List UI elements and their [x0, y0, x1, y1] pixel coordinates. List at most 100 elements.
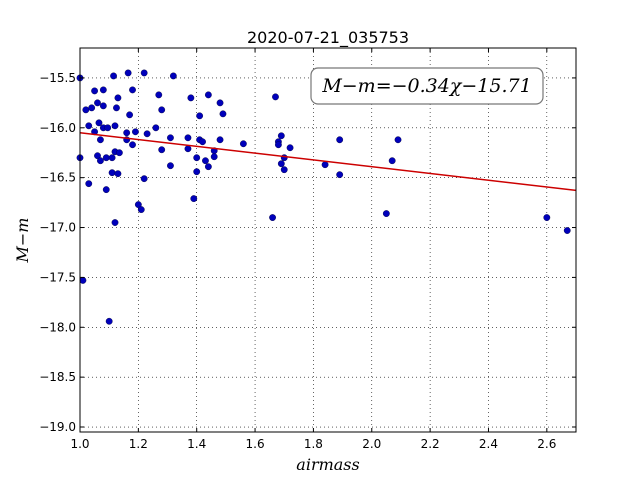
data-point [88, 104, 96, 112]
data-points [76, 69, 571, 325]
data-point [95, 119, 103, 127]
x-tick-label: 1.6 [246, 437, 265, 451]
data-point [382, 210, 390, 217]
fit-equation-box: M−m=−0.34χ−15.71 [310, 67, 544, 105]
data-point [115, 149, 123, 157]
data-point [123, 129, 131, 137]
data-point [158, 146, 166, 154]
data-point [216, 136, 224, 144]
fit-equation-text: M−m=−0.34χ−15.71 [321, 75, 531, 97]
data-point [202, 157, 209, 165]
data-point [193, 168, 201, 176]
x-axis-label: airmass [296, 455, 359, 474]
data-point [99, 86, 107, 94]
x-tick-label: 1.4 [187, 437, 206, 451]
x-axis-ticks: 1.0 1.2 1.4 1.6 1.8 2.0 2.2 2.4 2.6 [70, 48, 556, 451]
data-point [110, 72, 117, 80]
y-tick-label: −18.5 [39, 370, 76, 384]
y-axis-label: M−m [13, 218, 32, 264]
data-point [272, 93, 279, 101]
data-point [129, 141, 136, 149]
plot-border [79, 47, 577, 433]
data-point [239, 140, 247, 148]
data-point [124, 69, 132, 77]
fit-line-segment [79, 132, 577, 192]
data-point [114, 170, 122, 178]
y-tick-label: −19.0 [39, 420, 76, 434]
data-point [563, 227, 571, 234]
x-tick-label: 2.6 [537, 437, 556, 451]
y-axis-ticks: −15.5 −16.0 −16.5 −17.0 −17.5 −18.0 −18.5 −19.0 [39, 71, 576, 434]
data-point [99, 102, 107, 110]
data-point [79, 276, 87, 284]
data-point [210, 153, 218, 161]
data-point [108, 169, 116, 177]
data-point [336, 136, 344, 144]
x-tick-label: 1.8 [304, 437, 323, 451]
x-tick-label: 1.2 [129, 437, 148, 451]
y-tick-label: −18.0 [39, 320, 76, 334]
chart-title: 2020-07-21_035753 [247, 28, 409, 48]
data-point [277, 160, 285, 168]
y-tick-label: −16.0 [39, 121, 76, 135]
data-point [167, 134, 174, 142]
data-point [143, 130, 151, 138]
y-tick-label: −17.0 [39, 221, 76, 235]
data-point [269, 214, 276, 221]
data-point [321, 161, 329, 169]
data-point [543, 214, 551, 221]
data-point [108, 154, 116, 162]
data-point [199, 138, 206, 146]
data-point [85, 122, 93, 130]
data-point [129, 86, 136, 94]
fit-equation-frame [310, 67, 544, 105]
data-point [140, 175, 148, 183]
data-point [126, 111, 134, 119]
data-point [204, 163, 212, 171]
data-point [113, 104, 120, 112]
data-point [140, 69, 148, 77]
data-point [204, 91, 212, 99]
data-point [190, 195, 198, 203]
data-point [111, 122, 119, 130]
data-point [114, 94, 122, 102]
data-point [152, 124, 160, 132]
y-tick-label: −15.5 [39, 71, 76, 85]
y-tick-label: −17.5 [39, 270, 76, 284]
data-point [184, 134, 192, 142]
data-point [187, 94, 195, 102]
x-tick-label: 2.4 [479, 437, 498, 451]
data-point [277, 132, 285, 140]
data-point [336, 171, 344, 179]
x-tick-label: 2.0 [362, 437, 381, 451]
data-point [167, 162, 174, 170]
data-point [102, 186, 110, 194]
data-point [219, 110, 227, 118]
data-point [216, 99, 224, 107]
data-point [94, 152, 101, 160]
data-point [94, 99, 101, 107]
x-tick-label: 2.2 [421, 437, 440, 451]
data-point [286, 144, 294, 152]
data-point [155, 91, 163, 99]
data-point [184, 145, 192, 153]
data-point [82, 106, 90, 114]
data-point [280, 166, 288, 174]
data-point [193, 154, 201, 162]
data-point [169, 72, 177, 80]
data-point [97, 136, 104, 144]
data-point [158, 106, 166, 114]
data-point [280, 154, 288, 162]
data-point [105, 317, 113, 325]
data-point [134, 201, 142, 208]
data-point [111, 219, 119, 226]
data-point [97, 157, 104, 165]
data-point [274, 141, 282, 149]
data-point [91, 87, 98, 95]
data-point [132, 128, 139, 136]
x-tick-label: 1.0 [70, 437, 89, 451]
data-point [102, 154, 110, 162]
fit-line [79, 132, 577, 192]
data-point [137, 206, 145, 213]
